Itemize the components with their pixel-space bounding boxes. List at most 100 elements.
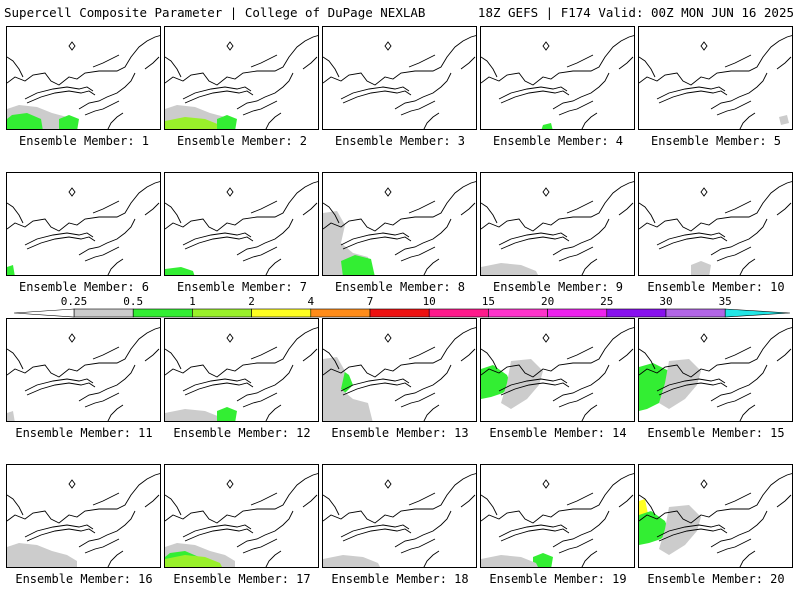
boundary-line	[184, 236, 254, 250]
scp-contour-green	[59, 115, 79, 129]
island-marker	[542, 41, 550, 51]
boundary-line	[340, 378, 410, 392]
member-label: Ensemble Member: 9	[492, 280, 624, 294]
boundary-line	[400, 538, 436, 554]
boundary-line	[481, 181, 634, 232]
map-panel-member-15	[638, 318, 793, 422]
member-label: Ensemble Member: 11	[15, 426, 153, 440]
boundary-line	[7, 181, 160, 232]
island-marker	[68, 333, 76, 343]
colorbar-segment	[310, 308, 371, 318]
boundary-line	[656, 524, 726, 538]
boundary-line	[144, 494, 160, 508]
boundary-line	[236, 364, 294, 402]
scp-contour-gray	[323, 555, 380, 567]
member-label: Ensemble Member: 1	[18, 134, 150, 148]
boundary-line	[639, 56, 656, 78]
boundary-line	[7, 35, 160, 86]
map-panel-member-10	[638, 172, 793, 276]
scp-contour-gray	[7, 543, 77, 567]
boundary-line	[144, 56, 160, 70]
boundary-line	[558, 538, 594, 554]
boundary-line	[658, 382, 728, 396]
colorbar-tick-label: 2	[248, 295, 255, 308]
boundary-line	[165, 56, 182, 78]
boundary-line	[481, 56, 498, 78]
boundary-line	[408, 200, 436, 214]
boundary-line	[165, 348, 182, 370]
boundary-line	[724, 54, 752, 68]
boundary-line	[84, 538, 120, 554]
boundary-line	[323, 494, 340, 516]
boundary-line	[107, 404, 124, 421]
member-label: Ensemble Member: 20	[647, 572, 785, 586]
island-marker	[68, 187, 76, 197]
boundary-line	[78, 218, 136, 256]
island-marker	[226, 187, 234, 197]
boundary-line	[323, 473, 476, 524]
boundary-line	[423, 258, 440, 275]
boundary-line	[323, 348, 340, 370]
map-svg	[323, 327, 476, 421]
boundary-line	[265, 112, 282, 129]
boundary-line	[552, 364, 610, 402]
map-svg	[323, 35, 476, 129]
boundary-line	[498, 378, 568, 392]
map-panel-member-20	[638, 464, 793, 568]
boundary-line	[481, 35, 634, 86]
member-label: Ensemble Member: 4	[492, 134, 624, 148]
member-label: Ensemble Member: 6	[18, 280, 150, 294]
boundary-line	[639, 494, 656, 516]
map-panel-member-6	[6, 172, 161, 276]
boundary-line	[24, 378, 94, 392]
map-panel-member-4	[480, 26, 635, 130]
boundary-line	[639, 202, 656, 224]
boundary-line	[710, 510, 768, 548]
member-label: Ensemble Member: 18	[331, 572, 469, 586]
boundary-line	[400, 100, 436, 116]
boundary-line	[460, 56, 476, 70]
boundary-line	[423, 550, 440, 567]
scp-contour-gray	[691, 261, 711, 275]
boundary-line	[7, 473, 160, 524]
boundary-line	[658, 236, 728, 250]
boundary-line	[302, 56, 318, 70]
map-svg	[7, 181, 160, 275]
boundary-line	[165, 473, 318, 524]
boundary-line	[724, 346, 752, 360]
boundary-line	[342, 382, 412, 396]
boundary-line	[24, 232, 94, 246]
map-panel-member-1	[6, 26, 161, 130]
map-panel-member-3	[322, 26, 477, 130]
boundary-line	[618, 56, 634, 70]
colorbar-segment	[132, 308, 193, 318]
scp-contour-gray	[7, 411, 15, 421]
boundary-line	[724, 492, 752, 506]
boundary-line	[92, 200, 120, 214]
member-label: Ensemble Member: 3	[334, 134, 466, 148]
boundary-line	[552, 510, 610, 548]
member-label: Ensemble Member: 7	[176, 280, 308, 294]
boundary-line	[182, 86, 252, 100]
boundary-line	[78, 510, 136, 548]
member-label: Ensemble Member: 15	[647, 426, 785, 440]
boundary-line	[302, 494, 318, 508]
map-svg	[639, 327, 792, 421]
island-marker	[384, 479, 392, 489]
boundary-line	[323, 327, 476, 378]
boundary-line	[460, 494, 476, 508]
colorbar-tick-label: 0.25	[61, 295, 88, 308]
boundary-line	[618, 348, 634, 362]
colorbar-segment	[428, 308, 489, 318]
boundary-line	[323, 202, 340, 224]
boundary-line	[184, 90, 254, 104]
member-label: Ensemble Member: 14	[489, 426, 627, 440]
boundary-line	[739, 550, 756, 567]
boundary-line	[144, 202, 160, 216]
boundary-line	[342, 236, 412, 250]
colorbar-segment	[73, 308, 134, 318]
boundary-line	[394, 218, 452, 256]
boundary-line	[342, 528, 412, 542]
map-svg	[323, 181, 476, 275]
boundary-line	[408, 54, 436, 68]
